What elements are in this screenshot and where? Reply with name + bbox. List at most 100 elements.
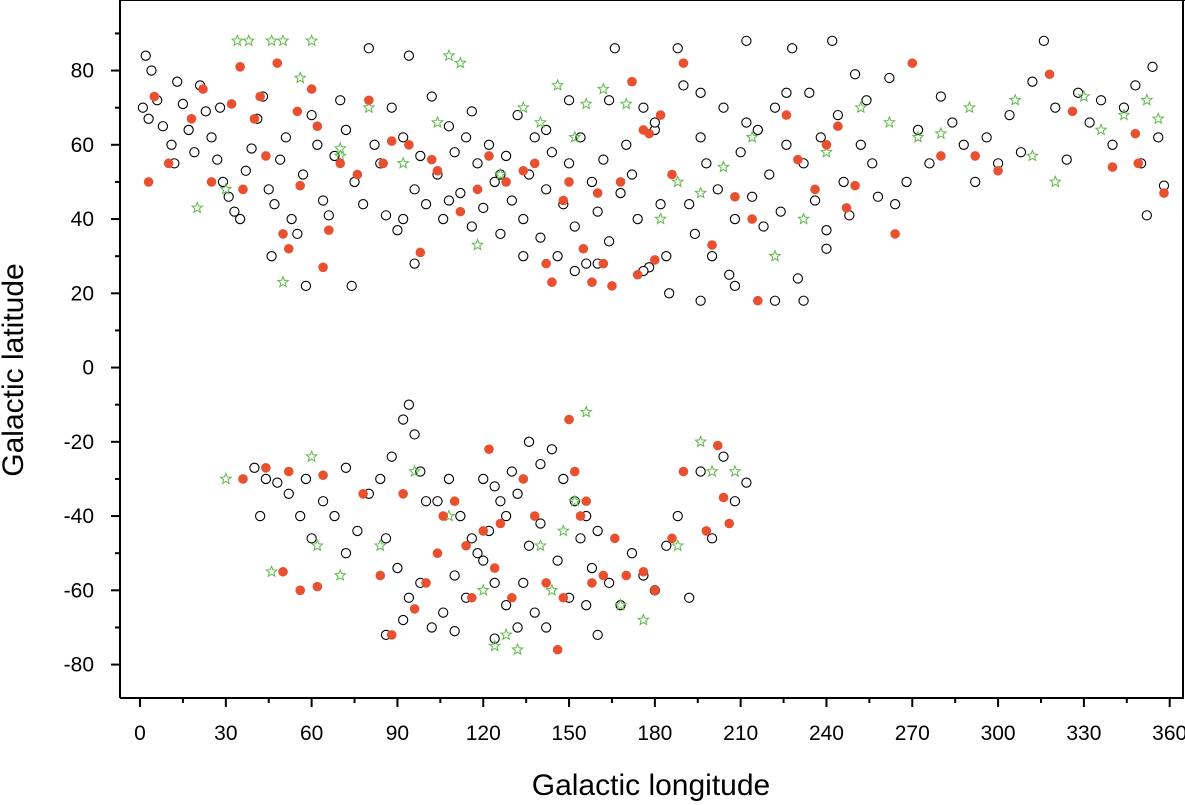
data-point-open-circle — [478, 555, 489, 566]
x-tick-label: 300 — [981, 722, 1016, 745]
data-point-open-circle — [535, 518, 546, 529]
data-point-filled-circle — [569, 466, 580, 477]
data-point-open-circle — [518, 213, 529, 225]
data-point-open-circle — [541, 622, 552, 633]
data-point-open-circle — [552, 251, 563, 262]
data-point-open-circle — [443, 195, 455, 206]
data-point-filled-circle — [518, 474, 529, 484]
data-point-star — [1048, 175, 1062, 188]
data-point-filled-circle — [724, 518, 735, 529]
data-point-star — [694, 434, 708, 448]
data-point-star — [333, 141, 347, 155]
data-point-star — [671, 538, 685, 552]
data-point-star — [190, 201, 204, 214]
data-point-filled-circle — [386, 136, 397, 146]
data-point-open-circle — [137, 102, 149, 113]
data-point-open-circle — [523, 540, 535, 551]
data-point-open-circle — [746, 191, 758, 202]
data-point-filled-circle — [638, 566, 649, 577]
data-point-open-circle — [478, 202, 489, 214]
data-point-open-circle — [1004, 109, 1015, 121]
data-point-open-circle — [1118, 102, 1130, 113]
data-point-filled-circle — [283, 466, 294, 477]
data-point-open-circle — [403, 50, 415, 61]
data-point-open-circle — [664, 288, 675, 299]
data-point-filled-circle — [730, 191, 740, 202]
data-point-open-circle — [240, 165, 251, 176]
data-point-open-circle — [735, 147, 746, 158]
data-point-filled-circle — [578, 243, 589, 254]
data-point-star — [476, 583, 490, 596]
data-point-filled-circle — [378, 158, 388, 169]
data-point-open-circle — [426, 622, 437, 633]
data-point-filled-circle — [318, 470, 328, 481]
data-point-open-circle — [500, 510, 512, 522]
data-point-open-circle — [283, 488, 294, 499]
data-point-open-circle — [506, 466, 517, 477]
data-point-open-circle — [432, 496, 443, 507]
data-point-filled-circle — [261, 151, 271, 161]
data-point-open-circle — [246, 143, 257, 154]
x-tick-label: 210 — [723, 722, 758, 745]
data-point-filled-circle — [455, 206, 466, 217]
data-point-open-circle — [500, 600, 512, 611]
data-point-open-circle — [787, 43, 798, 54]
data-point-star — [396, 156, 410, 169]
data-point-open-circle — [380, 210, 392, 221]
data-point-star — [333, 149, 347, 162]
data-point-star — [442, 48, 456, 62]
data-point-star — [934, 126, 948, 140]
data-point-open-circle — [1038, 35, 1049, 46]
data-point-filled-circle — [206, 177, 217, 187]
y-tick-label: -20 — [64, 431, 94, 454]
y-tick-label: -60 — [64, 579, 94, 602]
data-point-open-circle — [438, 213, 449, 225]
data-point-open-circle — [317, 496, 329, 507]
data-point-open-circle — [592, 525, 603, 537]
data-point-filled-circle — [936, 151, 946, 161]
data-point-open-circle — [958, 139, 969, 150]
data-point-star — [636, 613, 650, 626]
data-point-filled-circle — [438, 511, 449, 521]
data-point-open-circle — [655, 199, 666, 210]
data-point-open-circle — [884, 72, 895, 84]
data-point-filled-circle — [564, 414, 574, 425]
data-point-filled-circle — [1067, 106, 1078, 117]
data-point-open-circle — [1130, 80, 1141, 91]
data-point-filled-circle — [667, 533, 677, 544]
data-point-open-circle — [798, 295, 809, 306]
data-point-filled-circle — [627, 76, 637, 87]
data-point-open-circle — [183, 124, 194, 136]
data-point-star — [556, 524, 570, 537]
data-point-open-circle — [981, 132, 992, 143]
data-point-star — [219, 182, 233, 195]
data-point-open-circle — [392, 562, 403, 574]
data-point-filled-circle — [352, 169, 363, 180]
data-point-filled-circle — [238, 184, 248, 195]
data-point-star — [962, 100, 976, 114]
data-point-star — [728, 464, 742, 478]
data-point-open-circle — [420, 199, 432, 210]
data-point-filled-circle — [667, 169, 677, 180]
y-axis-title: Galactic latitude — [0, 263, 30, 476]
data-point-open-circle — [586, 176, 598, 188]
data-point-open-circle — [1073, 87, 1084, 98]
x-tick-label: 270 — [895, 722, 930, 745]
data-point-open-circle — [329, 510, 340, 522]
data-point-filled-circle — [318, 262, 328, 273]
data-point-open-circle — [260, 473, 272, 485]
data-point-star — [654, 212, 668, 225]
data-point-star — [705, 464, 719, 478]
data-point-open-circle — [420, 496, 432, 507]
data-point-open-circle — [143, 113, 154, 124]
data-point-star — [1008, 93, 1022, 106]
data-point-filled-circle — [564, 177, 574, 187]
data-point-open-circle — [415, 150, 426, 162]
data-point-filled-circle — [484, 151, 494, 161]
data-point-filled-circle — [655, 110, 666, 120]
data-point-open-circle — [575, 533, 586, 544]
data-point-open-circle — [443, 473, 455, 485]
data-point-open-circle — [729, 280, 741, 292]
data-point-open-circle — [1015, 147, 1027, 158]
data-point-filled-circle — [753, 295, 763, 306]
